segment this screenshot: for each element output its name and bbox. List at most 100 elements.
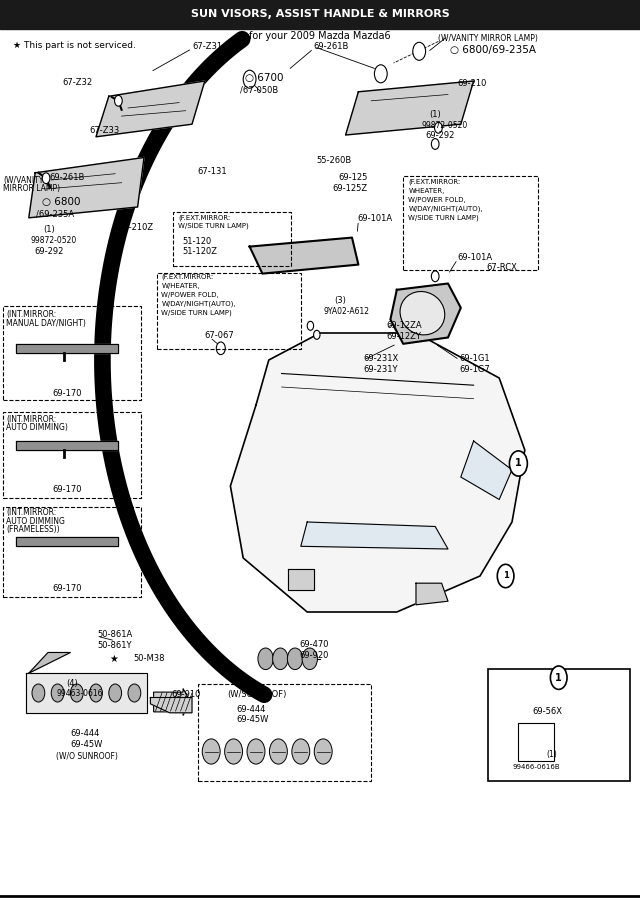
Text: 50-861Y: 50-861Y: [97, 641, 132, 650]
Text: W/SIDE TURN LAMP): W/SIDE TURN LAMP): [161, 310, 232, 317]
Polygon shape: [461, 441, 512, 500]
Circle shape: [374, 65, 387, 83]
Text: 69-170: 69-170: [52, 584, 82, 593]
Text: 69-101A: 69-101A: [458, 253, 493, 262]
Text: (F.EXT.MIRROR:: (F.EXT.MIRROR:: [161, 274, 214, 281]
Text: W/HEATER,: W/HEATER,: [161, 284, 200, 289]
Text: 69-12ZY: 69-12ZY: [386, 332, 420, 341]
Circle shape: [115, 95, 122, 106]
Circle shape: [128, 684, 141, 702]
Text: (4): (4): [66, 679, 77, 688]
Text: (W/VANITY: (W/VANITY: [3, 176, 44, 184]
Text: (W/VANITY MIRROR LAMP): (W/VANITY MIRROR LAMP): [438, 34, 538, 43]
Polygon shape: [16, 344, 118, 353]
Polygon shape: [416, 583, 448, 605]
Text: W/POWER FOLD,: W/POWER FOLD,: [408, 197, 466, 202]
Text: W/SIDE TURN LAMP): W/SIDE TURN LAMP): [408, 214, 479, 221]
Circle shape: [307, 321, 314, 330]
Text: W/SIDE TURN LAMP): W/SIDE TURN LAMP): [178, 222, 249, 230]
Text: 69-12ZA: 69-12ZA: [386, 321, 422, 330]
Circle shape: [314, 739, 332, 764]
Circle shape: [287, 648, 303, 670]
Text: (1): (1): [44, 225, 55, 234]
Polygon shape: [16, 441, 118, 450]
Circle shape: [497, 564, 514, 588]
Circle shape: [70, 684, 83, 702]
Circle shape: [413, 42, 426, 60]
Bar: [488, 669, 630, 781]
Text: 69-56X: 69-56X: [532, 706, 563, 716]
Circle shape: [314, 330, 320, 339]
Text: 51-120: 51-120: [182, 237, 212, 246]
Bar: [157, 273, 301, 349]
Ellipse shape: [400, 292, 445, 335]
Bar: [3, 306, 141, 400]
Bar: [3, 507, 141, 597]
Text: (1): (1): [429, 110, 440, 119]
Text: 50-861A: 50-861A: [97, 630, 132, 639]
Text: 69-444: 69-444: [70, 729, 100, 738]
Text: (3): (3): [334, 296, 346, 305]
Text: W/DAY/NIGHT(AUTO),: W/DAY/NIGHT(AUTO),: [161, 301, 236, 308]
Circle shape: [258, 648, 273, 670]
Text: MIRROR LAMP): MIRROR LAMP): [3, 184, 60, 194]
Polygon shape: [288, 569, 314, 590]
Text: 67-131: 67-131: [197, 167, 227, 176]
Polygon shape: [26, 673, 147, 713]
Circle shape: [302, 648, 317, 670]
Polygon shape: [29, 158, 144, 218]
Text: 51-120Z: 51-120Z: [182, 247, 218, 256]
Polygon shape: [230, 333, 525, 612]
Circle shape: [225, 739, 243, 764]
Text: 67-Z32: 67-Z32: [63, 78, 93, 87]
Text: 99466-0616B: 99466-0616B: [513, 764, 560, 770]
Text: 50-M38: 50-M38: [133, 654, 164, 663]
Polygon shape: [96, 81, 205, 137]
Text: (F.EXT.MIRROR:: (F.EXT.MIRROR:: [408, 178, 461, 185]
Text: 69-45W: 69-45W: [237, 716, 269, 724]
Circle shape: [109, 684, 122, 702]
Text: (W/O SUNROOF): (W/O SUNROOF): [56, 752, 118, 760]
Circle shape: [32, 684, 45, 702]
Circle shape: [292, 739, 310, 764]
Text: 69-45W: 69-45W: [70, 740, 103, 749]
Text: 69-261B: 69-261B: [314, 42, 349, 51]
Text: (1): (1): [547, 750, 557, 759]
Text: (F.EXT.MIRROR:: (F.EXT.MIRROR:: [178, 214, 230, 221]
Text: 67-RCX: 67-RCX: [486, 263, 517, 272]
Text: 69-125: 69-125: [338, 173, 367, 182]
Text: 69-920: 69-920: [300, 651, 329, 660]
Text: ○ 6800: ○ 6800: [42, 197, 80, 208]
Text: (INT.MIRROR:: (INT.MIRROR:: [6, 310, 57, 320]
Text: MANUAL DAY/NIGHT): MANUAL DAY/NIGHT): [6, 319, 86, 328]
Text: /67-050B: /67-050B: [240, 86, 278, 94]
Bar: [403, 176, 538, 270]
Text: 67-Z33: 67-Z33: [90, 126, 120, 135]
Circle shape: [202, 739, 220, 764]
Circle shape: [243, 70, 256, 88]
Text: AUTO DIMMING: AUTO DIMMING: [6, 517, 65, 526]
Text: 1: 1: [515, 458, 522, 469]
Circle shape: [90, 684, 102, 702]
Text: (W/SUNROOF): (W/SUNROOF): [227, 690, 287, 699]
Text: 55-260B: 55-260B: [317, 156, 352, 165]
Circle shape: [435, 122, 442, 133]
Text: ★: ★: [109, 653, 118, 664]
Bar: [0, 0, 640, 29]
Text: 69-210Z: 69-210Z: [118, 223, 154, 232]
Text: 69-210: 69-210: [458, 79, 487, 88]
Text: /69-235A: /69-235A: [36, 210, 75, 219]
Text: 69-231Y: 69-231Y: [364, 364, 398, 373]
Text: 69-125Z: 69-125Z: [333, 184, 368, 193]
Text: 69-1G1: 69-1G1: [460, 354, 490, 363]
Text: W/DAY/NIGHT(AUTO),: W/DAY/NIGHT(AUTO),: [408, 205, 483, 212]
Text: 67-Z31: 67-Z31: [192, 42, 222, 51]
Text: 69-101A: 69-101A: [357, 214, 392, 223]
Text: AUTO DIMMING): AUTO DIMMING): [6, 423, 68, 432]
Polygon shape: [250, 238, 358, 274]
Text: 99463-0616: 99463-0616: [56, 689, 103, 698]
Text: 69-292: 69-292: [35, 247, 64, 256]
Circle shape: [431, 271, 439, 282]
Circle shape: [550, 666, 567, 689]
Text: 69-170: 69-170: [52, 389, 82, 398]
